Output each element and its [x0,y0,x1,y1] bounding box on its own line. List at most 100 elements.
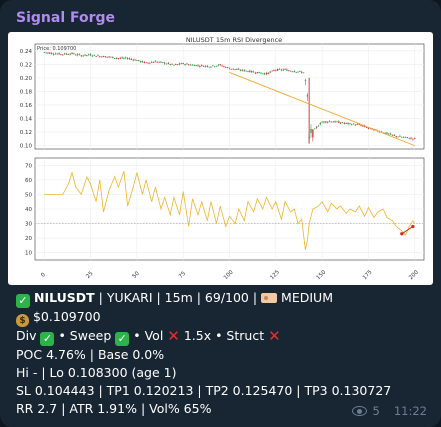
candle-body [128,58,131,60]
vol-label: • Vol [129,328,164,343]
candle-body [149,62,151,64]
candle-body [54,53,57,55]
candle-body [210,66,212,68]
x-tick-label: 200 [408,269,420,281]
candle-body [286,69,288,71]
candle-body [115,58,118,59]
candle-body [132,59,134,61]
candle-body [391,134,394,136]
candle-body [364,125,366,127]
sender-name[interactable]: Signal Forge [16,10,116,26]
candle-body [354,124,357,126]
candle-body [225,67,227,68]
candle-body [312,129,314,138]
candle-body [332,121,334,123]
candle-body [408,138,410,140]
candle-body [293,71,296,73]
price-y-tick-label: 0.22 [20,62,32,68]
candle-body [278,68,281,70]
candle-body [288,70,290,72]
candle-body [228,68,231,70]
candle-body [67,54,70,56]
check-icon: ✓ [40,332,55,346]
candle-body [82,55,84,57]
candle-body [238,68,240,70]
candle-body [315,126,318,128]
candle-body [254,72,257,74]
candle-body [301,71,303,73]
candle-body [384,132,386,134]
candle-body [302,72,305,74]
candle-body [189,64,192,66]
candle-body [269,71,271,73]
candle-body [63,53,66,55]
x-tick-label: 50 [132,270,142,280]
money-bag-icon: $ [16,314,29,327]
candle-body [106,56,108,58]
candle-body [284,69,286,70]
x-tick-label: 100 [223,269,235,281]
divergence-point [411,224,415,229]
candle-body [208,66,210,68]
candle-body [280,69,283,71]
candle-body [123,57,125,59]
candle-body [217,64,220,66]
price-y-tick-label: 0.24 [20,49,33,55]
message-time: 11:22 [393,404,427,418]
eye-icon [351,406,367,416]
candle-body [156,61,158,63]
signal-summary: | YUKARI | 15m | 69/100 | [94,290,262,305]
symbol: NILUSDT [33,290,95,305]
message-meta: 5 11:22 [351,404,427,418]
sweep-label: • Sweep [54,328,112,343]
candle-body [186,63,188,65]
candle-body [256,72,258,74]
signal-line-2: $ $0.109700 [16,308,431,327]
candle-body [75,54,77,56]
candle-body [295,71,297,73]
candle-body [393,135,396,137]
candle-body [52,54,55,55]
price-y-tick-label: 0.14 [20,117,33,123]
candle-body [49,52,51,54]
candle-body [325,121,327,123]
candle-body [50,52,53,54]
candle-body [258,71,260,74]
candle-body [410,137,412,139]
candle-body [330,121,333,123]
signal-line-7: RR 2.7 | ATR 1.91% | Vol% 65% [16,401,212,416]
candle-body [176,64,179,66]
candle-body [69,53,71,55]
candle-body [326,121,329,123]
div-label: Div [16,328,37,343]
candle-body [406,137,409,138]
candle-body [126,58,129,60]
candle-body [367,128,370,129]
candle-body [352,123,355,125]
price-y-tick-label: 0.16 [20,103,33,109]
candle-body [365,127,368,128]
candle-body [226,67,229,69]
candle-body [180,63,183,65]
candle-body [323,121,325,123]
candle-body [215,65,218,67]
candle-body [297,71,299,73]
candle-body [262,73,264,75]
candle-body [178,63,181,65]
check-icon: ✓ [16,294,30,308]
x-tick-label: 150 [316,269,328,281]
candle-body [230,68,233,70]
candle-body [117,58,120,59]
candle-body [291,71,294,73]
chart-image[interactable]: NILUSDT 15m RSI Divergence 0 25 50 75 100 125 1… [8,32,433,285]
candle-body [158,61,160,63]
candle-body [360,125,362,126]
candle-body [141,61,144,63]
view-count: 5 [372,404,380,418]
candle-body [110,56,112,58]
chart-title: NILUSDT 15m RSI Divergence [186,36,282,44]
candle-body [191,64,194,66]
candle-body [404,136,407,138]
candle-body [395,136,397,137]
rsi-divergence-chart: NILUSDT 15m RSI Divergence 0 25 50 75 100 125 1… [20,36,425,281]
